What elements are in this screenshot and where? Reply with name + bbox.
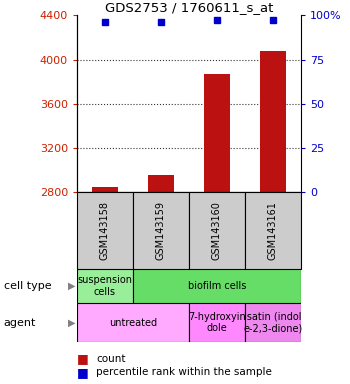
Text: ■: ■ — [77, 353, 89, 366]
Bar — [245, 192, 301, 269]
Text: agent: agent — [4, 318, 36, 328]
Title: GDS2753 / 1760611_s_at: GDS2753 / 1760611_s_at — [105, 1, 273, 14]
Bar — [204, 74, 230, 192]
Text: cell type: cell type — [4, 281, 51, 291]
Text: ▶: ▶ — [68, 281, 76, 291]
Bar — [148, 175, 174, 192]
Bar — [260, 51, 286, 192]
Bar — [77, 303, 189, 342]
Bar — [133, 192, 189, 269]
Bar — [133, 269, 301, 303]
Bar — [189, 192, 245, 269]
Bar — [77, 269, 133, 303]
Bar — [189, 303, 245, 342]
Text: GSM143158: GSM143158 — [100, 201, 110, 260]
Text: suspension
cells: suspension cells — [77, 275, 133, 297]
Text: GSM143159: GSM143159 — [156, 201, 166, 260]
Text: isatin (indol
e-2,3-dione): isatin (indol e-2,3-dione) — [243, 312, 303, 333]
Text: biofilm cells: biofilm cells — [188, 281, 246, 291]
Bar — [92, 187, 118, 192]
Text: GSM143160: GSM143160 — [212, 201, 222, 260]
Text: percentile rank within the sample: percentile rank within the sample — [96, 367, 272, 377]
Text: ▶: ▶ — [68, 318, 76, 328]
Text: 7-hydroxyin
dole: 7-hydroxyin dole — [188, 312, 246, 333]
Text: count: count — [96, 354, 126, 364]
Bar — [77, 192, 133, 269]
Text: ■: ■ — [77, 366, 89, 379]
Bar — [245, 303, 301, 342]
Text: untreated: untreated — [109, 318, 157, 328]
Text: GSM143161: GSM143161 — [268, 201, 278, 260]
